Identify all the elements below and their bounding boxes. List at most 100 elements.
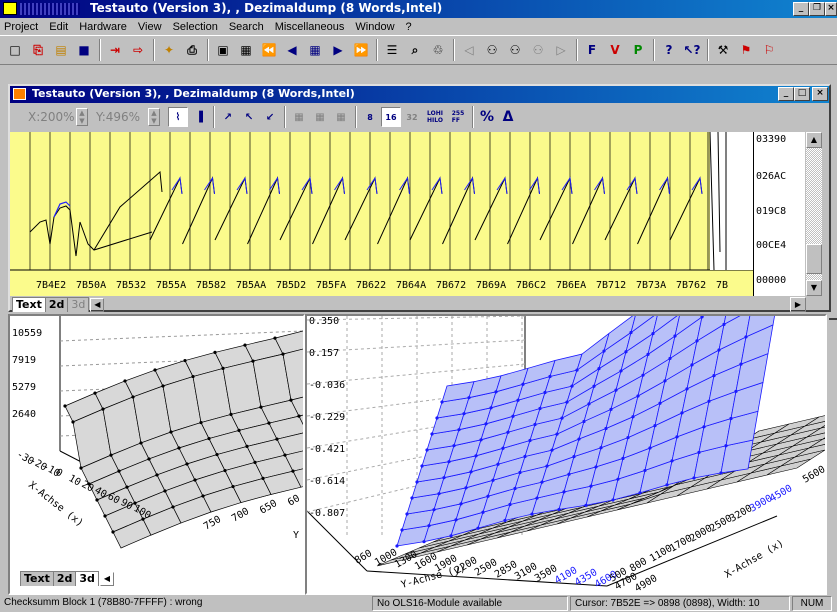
tab-3d-small[interactable]: 3d xyxy=(75,571,99,586)
table-alt-icon[interactable]: ▦ xyxy=(315,111,325,123)
open-folder-icon[interactable]: ▤ xyxy=(55,43,67,57)
scroll-up-button[interactable]: ▲ xyxy=(806,132,822,148)
tab-2d-small[interactable]: 2d xyxy=(52,571,77,586)
restore-button[interactable]: ❐ xyxy=(809,2,825,16)
tab-text-small[interactable]: Text xyxy=(20,571,54,586)
save-icon[interactable]: ■ xyxy=(78,43,90,57)
window-icon[interactable]: ▣ xyxy=(217,43,229,57)
zoom-x-field[interactable]: X:200% xyxy=(28,110,75,124)
prev-icon[interactable]: ◀ xyxy=(287,43,297,57)
tab-3d[interactable]: 3d xyxy=(67,297,90,312)
zoom-y-field[interactable]: Y:496% xyxy=(96,110,141,124)
scroll-down-button[interactable]: ▼ xyxy=(806,280,822,296)
wave-view-icon[interactable]: ⌇ xyxy=(168,107,188,127)
blue-surface-node xyxy=(646,352,650,356)
hardware-icon[interactable]: ✦ xyxy=(163,43,175,57)
bits-16-icon[interactable]: 16 xyxy=(381,107,401,127)
context-help-icon[interactable]: ↖? xyxy=(683,43,701,57)
z-tick-label: -0.421 xyxy=(309,444,345,455)
hex-toggle[interactable]: 255 FF xyxy=(451,110,465,124)
waveform-tooth-blue xyxy=(626,176,638,195)
bits-32-icon[interactable]: 32 xyxy=(406,112,418,122)
cursor-tool-3-icon[interactable]: ↙ xyxy=(265,111,275,123)
menu-window[interactable]: Window xyxy=(355,20,395,33)
last-icon[interactable]: ⏩ xyxy=(353,43,369,57)
percent-icon[interactable]: % xyxy=(479,109,495,125)
tab-scroll-left[interactable]: ◀ xyxy=(90,298,105,312)
child-window-icon[interactable] xyxy=(13,88,26,100)
tab-2d[interactable]: 2d xyxy=(44,297,69,312)
binoculars-icon[interactable]: ⚇ xyxy=(486,43,498,57)
y-axis-title: Y xyxy=(293,530,299,541)
find-icon[interactable]: ⌕ xyxy=(411,42,419,57)
chart-2d-view[interactable]: 7B4E2 7B50A 7B532 7B55A 7B582 7B5AA 7B5D2 7B5FA… xyxy=(10,132,753,296)
menu-project[interactable]: Project xyxy=(4,20,39,33)
search-prev-icon[interactable]: ◁ xyxy=(464,43,474,57)
replace-icon[interactable]: ♲ xyxy=(432,43,444,57)
print-icon[interactable]: ⎙ xyxy=(187,42,197,57)
menu-hardware[interactable]: Hardware xyxy=(79,20,127,33)
tab-text[interactable]: Text xyxy=(12,297,46,312)
child-maximize-button[interactable]: □ xyxy=(794,87,810,101)
menu-help[interactable]: ? xyxy=(405,20,412,33)
grid-icon[interactable]: ▦ xyxy=(309,43,321,57)
new-project-icon[interactable]: ⎘ xyxy=(33,42,43,57)
surface-cell xyxy=(282,348,303,401)
cursor-tool-icon[interactable]: ↗ xyxy=(223,111,233,123)
zoom-x-spinner[interactable]: ▲ ▼ xyxy=(76,108,88,126)
export-icon[interactable]: ⇨ xyxy=(132,43,144,57)
new-file-icon[interactable]: □ xyxy=(9,43,21,57)
search-next-icon[interactable]: ▷ xyxy=(556,43,566,57)
blue-surface-node xyxy=(673,334,677,338)
surface-node xyxy=(185,462,189,466)
help-icon[interactable]: ? xyxy=(665,43,673,57)
z-tick-label: 0.350 xyxy=(309,316,339,327)
close-button[interactable]: × xyxy=(825,2,837,16)
p-icon[interactable]: P xyxy=(633,43,643,57)
f-icon[interactable]: F xyxy=(587,43,597,57)
cursor-tool-alt-icon[interactable]: ↖ xyxy=(244,111,254,123)
vertical-scrollbar[interactable]: ▲ ▼ xyxy=(806,132,822,296)
menu-view[interactable]: View xyxy=(137,20,162,33)
bars-view-icon[interactable]: ▐ xyxy=(195,111,203,123)
tab-scroll-left-small[interactable]: ◀ xyxy=(99,572,114,586)
v-icon[interactable]: V xyxy=(610,43,620,57)
grey-surface-cell xyxy=(804,415,825,427)
binoculars-disabled-icon[interactable]: ⚇ xyxy=(532,43,544,57)
flag-icon[interactable]: ⚑ xyxy=(740,43,752,57)
blue-surface-node xyxy=(420,464,424,468)
table-icon[interactable]: ▦ xyxy=(294,111,304,123)
surface-cell xyxy=(290,396,303,417)
list-icon[interactable]: ☰ xyxy=(386,43,398,57)
menu-search[interactable]: Search xyxy=(228,20,264,33)
tile-icon[interactable]: ▦ xyxy=(240,43,252,57)
menu-miscellaneous[interactable]: Miscellaneous xyxy=(274,20,345,33)
import-icon[interactable]: ⇥ xyxy=(109,43,121,57)
scroll-right-button[interactable]: ▶ xyxy=(790,297,806,312)
binoculars-next-icon[interactable]: ⚇ xyxy=(509,43,521,57)
minimize-button[interactable]: _ xyxy=(793,2,809,16)
child-minimize-button[interactable]: _ xyxy=(778,87,794,101)
tool-icon[interactable]: ⚒ xyxy=(717,43,729,57)
surface-node xyxy=(101,407,105,411)
menu-bar: Project Edit Hardware View Selection Sea… xyxy=(0,18,837,35)
first-icon[interactable]: ⏪ xyxy=(261,43,277,57)
zoom-y-spinner[interactable]: ▲ ▼ xyxy=(148,108,160,126)
surface-node xyxy=(207,436,211,441)
menu-selection[interactable]: Selection xyxy=(172,20,218,33)
grid-line xyxy=(307,411,526,449)
lohi-toggle[interactable]: LOHI HILO xyxy=(427,110,443,124)
view-tabs-small: Text 2d 3d ◀ xyxy=(20,570,170,586)
menu-edit[interactable]: Edit xyxy=(49,20,69,33)
child-close-button[interactable]: × xyxy=(812,87,828,101)
scroll-thumb[interactable] xyxy=(806,244,822,274)
delta-icon[interactable]: Δ xyxy=(502,109,514,125)
large-3d-chart[interactable]: 0.350 0.157 -0.036 -0.229 -0.421 -0.614 -0.807… xyxy=(307,316,825,593)
table-3-icon[interactable]: ▦ xyxy=(336,111,346,123)
next-icon[interactable]: ▶ xyxy=(333,43,343,57)
app-icon[interactable] xyxy=(3,2,17,15)
blue-surface-node xyxy=(697,450,701,454)
bits-8-icon[interactable]: 8 xyxy=(367,112,373,122)
flag-alt-icon[interactable]: ⚐ xyxy=(763,43,775,57)
